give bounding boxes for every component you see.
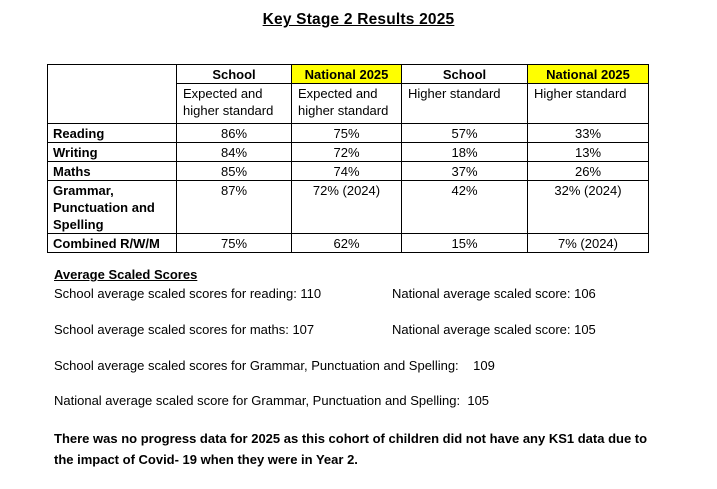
table-row-reading: Reading 86% 75% 57% 33%	[47, 123, 649, 143]
table-row-grammar-punctuation-spelling: Grammar, Punctuation and Spelling 87% 72…	[47, 180, 649, 234]
cell-value: 42%	[401, 180, 528, 234]
page-title: Key Stage 2 Results 2025	[262, 11, 455, 28]
score-maths-school: School average scaled scores for maths: …	[54, 322, 315, 337]
progress-note: There was no progress data for 2025 as t…	[54, 431, 648, 467]
cell-value: 37%	[401, 161, 528, 181]
cell-value: 74%	[291, 161, 402, 181]
cell-value: 57%	[401, 123, 528, 143]
results-table: School National 2025 School National 202…	[47, 64, 649, 253]
subheader-national-expected: Expected and higher standard	[291, 83, 402, 124]
cell-value: 75%	[176, 233, 292, 253]
page-title-container: Key Stage 2 Results 2025	[0, 11, 717, 29]
cell-value: 18%	[401, 142, 528, 162]
table-header-row-2: Expected and higher standard Expected an…	[48, 83, 649, 124]
table-row-combined-rwm: Combined R/W/M 75% 62% 15% 7% (2024)	[47, 233, 649, 253]
header-school-higher: School	[401, 64, 528, 84]
cell-value: 72% (2024)	[291, 180, 402, 234]
score-maths-national: National average scaled score: 105	[392, 322, 596, 337]
table-row-writing: Writing 84% 72% 18% 13%	[47, 142, 649, 162]
cell-value: 75%	[291, 123, 402, 143]
cell-value: 87%	[176, 180, 292, 234]
row-label: Writing	[47, 142, 177, 162]
cell-value: 84%	[176, 142, 292, 162]
row-label: Combined R/W/M	[47, 233, 177, 253]
header-national-higher: National 2025	[527, 64, 649, 84]
cell-value: 72%	[291, 142, 402, 162]
cell-value: 7% (2024)	[527, 233, 649, 253]
subheader-national-higher: Higher standard	[527, 83, 649, 124]
table-header-row-1: School National 2025 School National 202…	[47, 64, 649, 124]
cell-value: 13%	[527, 142, 649, 162]
scores-heading: Average Scaled Scores	[54, 267, 198, 282]
cell-value: 85%	[176, 161, 292, 181]
table-corner-cell	[47, 64, 177, 124]
row-label: Reading	[47, 123, 177, 143]
row-label: Grammar, Punctuation and Spelling	[47, 180, 177, 234]
score-gps-school: School average scaled scores for Grammar…	[54, 358, 495, 373]
cell-value: 62%	[291, 233, 402, 253]
score-reading-national: National average scaled score: 106	[392, 286, 596, 301]
header-national-expected: National 2025	[291, 64, 402, 84]
subheader-school-expected: Expected and higher standard	[176, 83, 292, 124]
header-school-expected: School	[176, 64, 292, 84]
cell-value: 86%	[176, 123, 292, 143]
score-reading-school: School average scaled scores for reading…	[54, 286, 322, 301]
subheader-school-higher: Higher standard	[401, 83, 528, 124]
row-label: Maths	[47, 161, 177, 181]
table-row-maths: Maths 85% 74% 37% 26%	[47, 161, 649, 181]
cell-value: 26%	[527, 161, 649, 181]
cell-value: 33%	[527, 123, 649, 143]
cell-value: 15%	[401, 233, 528, 253]
score-gps-national: National average scaled score for Gramma…	[54, 393, 490, 408]
cell-value: 32% (2024)	[527, 180, 649, 234]
